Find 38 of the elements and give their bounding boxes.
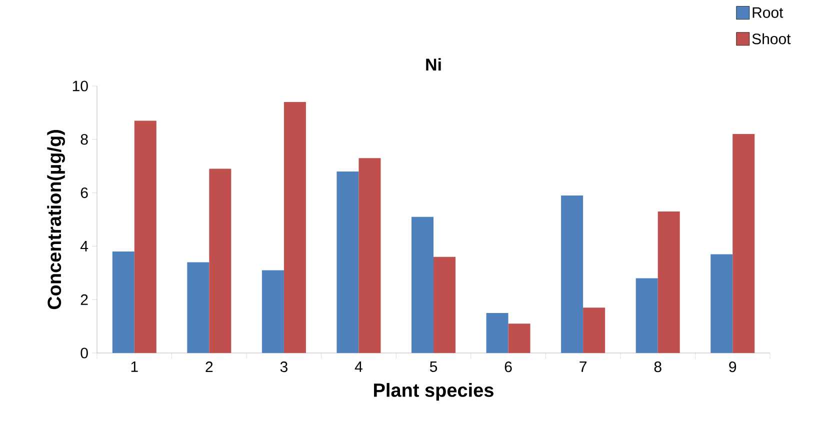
bar [134,120,156,353]
y-tick-label: 2 [80,294,88,305]
x-tick-label: 5 [430,362,438,372]
bar [658,211,680,353]
y-tick-label: 0 [80,348,88,358]
x-tick-label: 1 [131,362,138,372]
chart-title: Ni [426,58,441,70]
bar [358,158,381,353]
y-tick-label: 4 [80,241,88,252]
bar [284,102,306,353]
x-tick-label: 7 [580,362,586,372]
bar [262,270,284,353]
bar [486,312,508,353]
bar [434,256,456,353]
y-tick-label: 6 [80,187,88,198]
bar [583,308,606,353]
x-tick-label: 3 [280,362,288,372]
bar [508,324,530,353]
y-tick-label: 10 [72,80,88,92]
x-tick-label: 8 [654,362,662,372]
bar [412,216,434,353]
x-axis-title: Plant species [374,382,494,401]
bar [710,254,733,353]
x-tick-label: 4 [354,362,362,372]
bar [336,171,359,353]
x-tick-label: 2 [206,362,213,372]
bar [209,168,232,353]
legend-label: Shoot [752,33,791,44]
legend-label: Root [752,7,784,18]
y-tick-label: 8 [80,134,88,145]
bar [187,262,210,353]
bar [636,278,658,353]
y-axis-title: Concentration(µg/g) [47,130,65,310]
x-tick-label: 6 [504,362,512,372]
bar [112,252,134,353]
bar [561,195,584,353]
bar [732,134,755,353]
x-tick-label: 9 [729,362,736,372]
